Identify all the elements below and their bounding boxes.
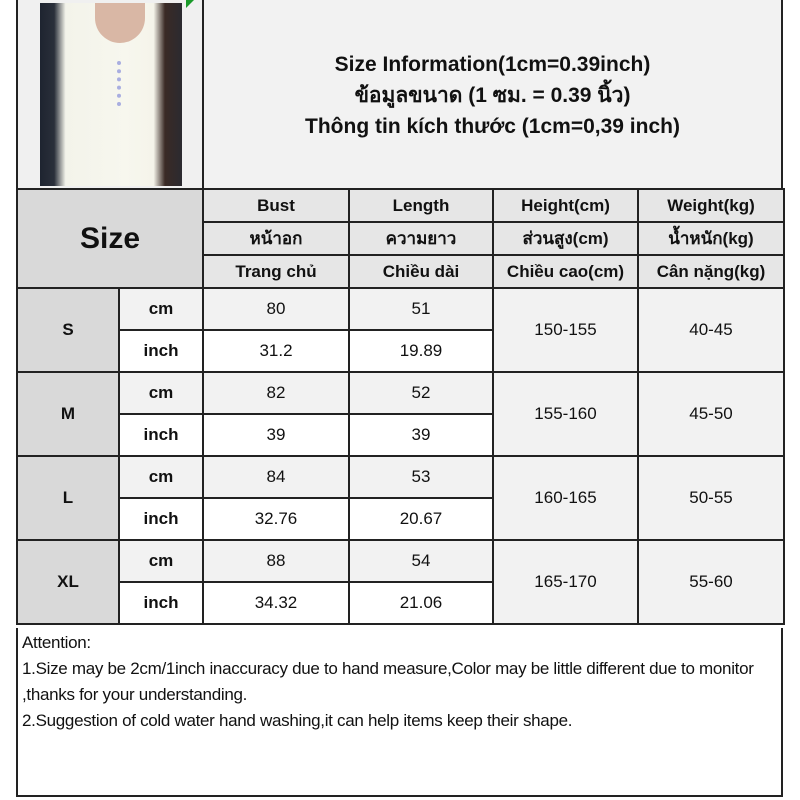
col-length-thai: ความยาว	[348, 221, 494, 256]
table-row-cm: L cm 84 53 160-165 50-55	[16, 455, 785, 541]
product-photo	[40, 3, 182, 186]
size-table: Size Bust Length Height(cm) Weight(kg) ห…	[16, 188, 785, 625]
unit-cm: cm	[118, 455, 204, 499]
bust-inch: 32.76	[202, 497, 350, 541]
col-weight-vi: Cân nặng(kg)	[637, 254, 785, 289]
unit-inch: inch	[118, 497, 204, 541]
unit-inch: inch	[118, 329, 204, 373]
table-row-cm: XL cm 88 54 165-170 55-60	[16, 539, 785, 625]
unit-cm: cm	[118, 287, 204, 331]
table-row-cm: S cm 80 51 150-155 40-45	[16, 287, 785, 373]
weight-range: 45-50	[637, 371, 785, 457]
table-row-cm: M cm 82 52 155-160 45-50	[16, 371, 785, 457]
col-height-vi: Chiều cao(cm)	[492, 254, 639, 289]
bust-inch: 34.32	[202, 581, 350, 625]
size-label: XL	[16, 539, 120, 625]
table-row-inch: inch 39 39	[17, 413, 784, 457]
height-range: 160-165	[492, 455, 639, 541]
bust-cm: 82	[202, 371, 350, 415]
weight-range: 40-45	[637, 287, 785, 373]
col-bust-thai: หน้าอก	[202, 221, 350, 256]
title-english: Size Information(1cm=0.39inch)	[334, 52, 651, 76]
weight-range: 50-55	[637, 455, 785, 541]
title-thai: ข้อมูลขนาด (1 ซม. = 0.39 นิ้ว)	[354, 83, 631, 107]
height-range: 150-155	[492, 287, 639, 373]
table-row-inch: inch 34.32 21.06	[17, 581, 784, 625]
table-row-inch: inch 32.76 20.67	[17, 497, 784, 541]
col-height: Height(cm)	[492, 188, 639, 223]
bust-cm: 80	[202, 287, 350, 331]
header-section: Size Information(1cm=0.39inch) ข้อมูลขนา…	[16, 0, 783, 190]
product-photo-cell	[18, 0, 204, 190]
unit-cm: cm	[118, 539, 204, 583]
attention-heading: Attention:	[22, 633, 91, 652]
weight-range: 55-60	[637, 539, 785, 625]
size-label: L	[16, 455, 120, 541]
table-row-inch: inch 31.2 19.89	[17, 329, 784, 373]
length-cm: 53	[348, 455, 494, 499]
length-cm: 51	[348, 287, 494, 331]
size-label: S	[16, 287, 120, 373]
size-info-title: Size Information(1cm=0.39inch) ข้อมูลขนา…	[204, 0, 781, 190]
bust-inch: 39	[202, 413, 350, 457]
height-range: 155-160	[492, 371, 639, 457]
length-cm: 54	[348, 539, 494, 583]
col-length: Length	[348, 188, 494, 223]
title-vietnamese: Thông tin kích thước (1cm=0,39 inch)	[305, 114, 680, 138]
size-header: Size	[16, 188, 204, 289]
col-weight: Weight(kg)	[637, 188, 785, 223]
size-label: M	[16, 371, 120, 457]
length-inch: 39	[348, 413, 494, 457]
col-bust: Bust	[202, 188, 350, 223]
corner-marker	[186, 0, 194, 8]
unit-cm: cm	[118, 371, 204, 415]
length-inch: 19.89	[348, 329, 494, 373]
length-cm: 52	[348, 371, 494, 415]
bust-cm: 84	[202, 455, 350, 499]
attention-item: 2.Suggestion of cold water hand washing,…	[22, 711, 573, 730]
length-inch: 21.06	[348, 581, 494, 625]
col-length-vi: Chiều dài	[348, 254, 494, 289]
col-weight-thai: น้ำหนัก(kg)	[637, 221, 785, 256]
col-height-thai: ส่วนสูง(cm)	[492, 221, 639, 256]
bust-inch: 31.2	[202, 329, 350, 373]
bust-cm: 88	[202, 539, 350, 583]
attention-item: 1.Size may be 2cm/1inch inaccuracy due t…	[22, 659, 754, 704]
unit-inch: inch	[118, 413, 204, 457]
unit-inch: inch	[118, 581, 204, 625]
attention-notes: Attention: 1.Size may be 2cm/1inch inacc…	[16, 628, 783, 797]
length-inch: 20.67	[348, 497, 494, 541]
height-range: 165-170	[492, 539, 639, 625]
col-bust-vi: Trang chủ	[202, 254, 350, 289]
